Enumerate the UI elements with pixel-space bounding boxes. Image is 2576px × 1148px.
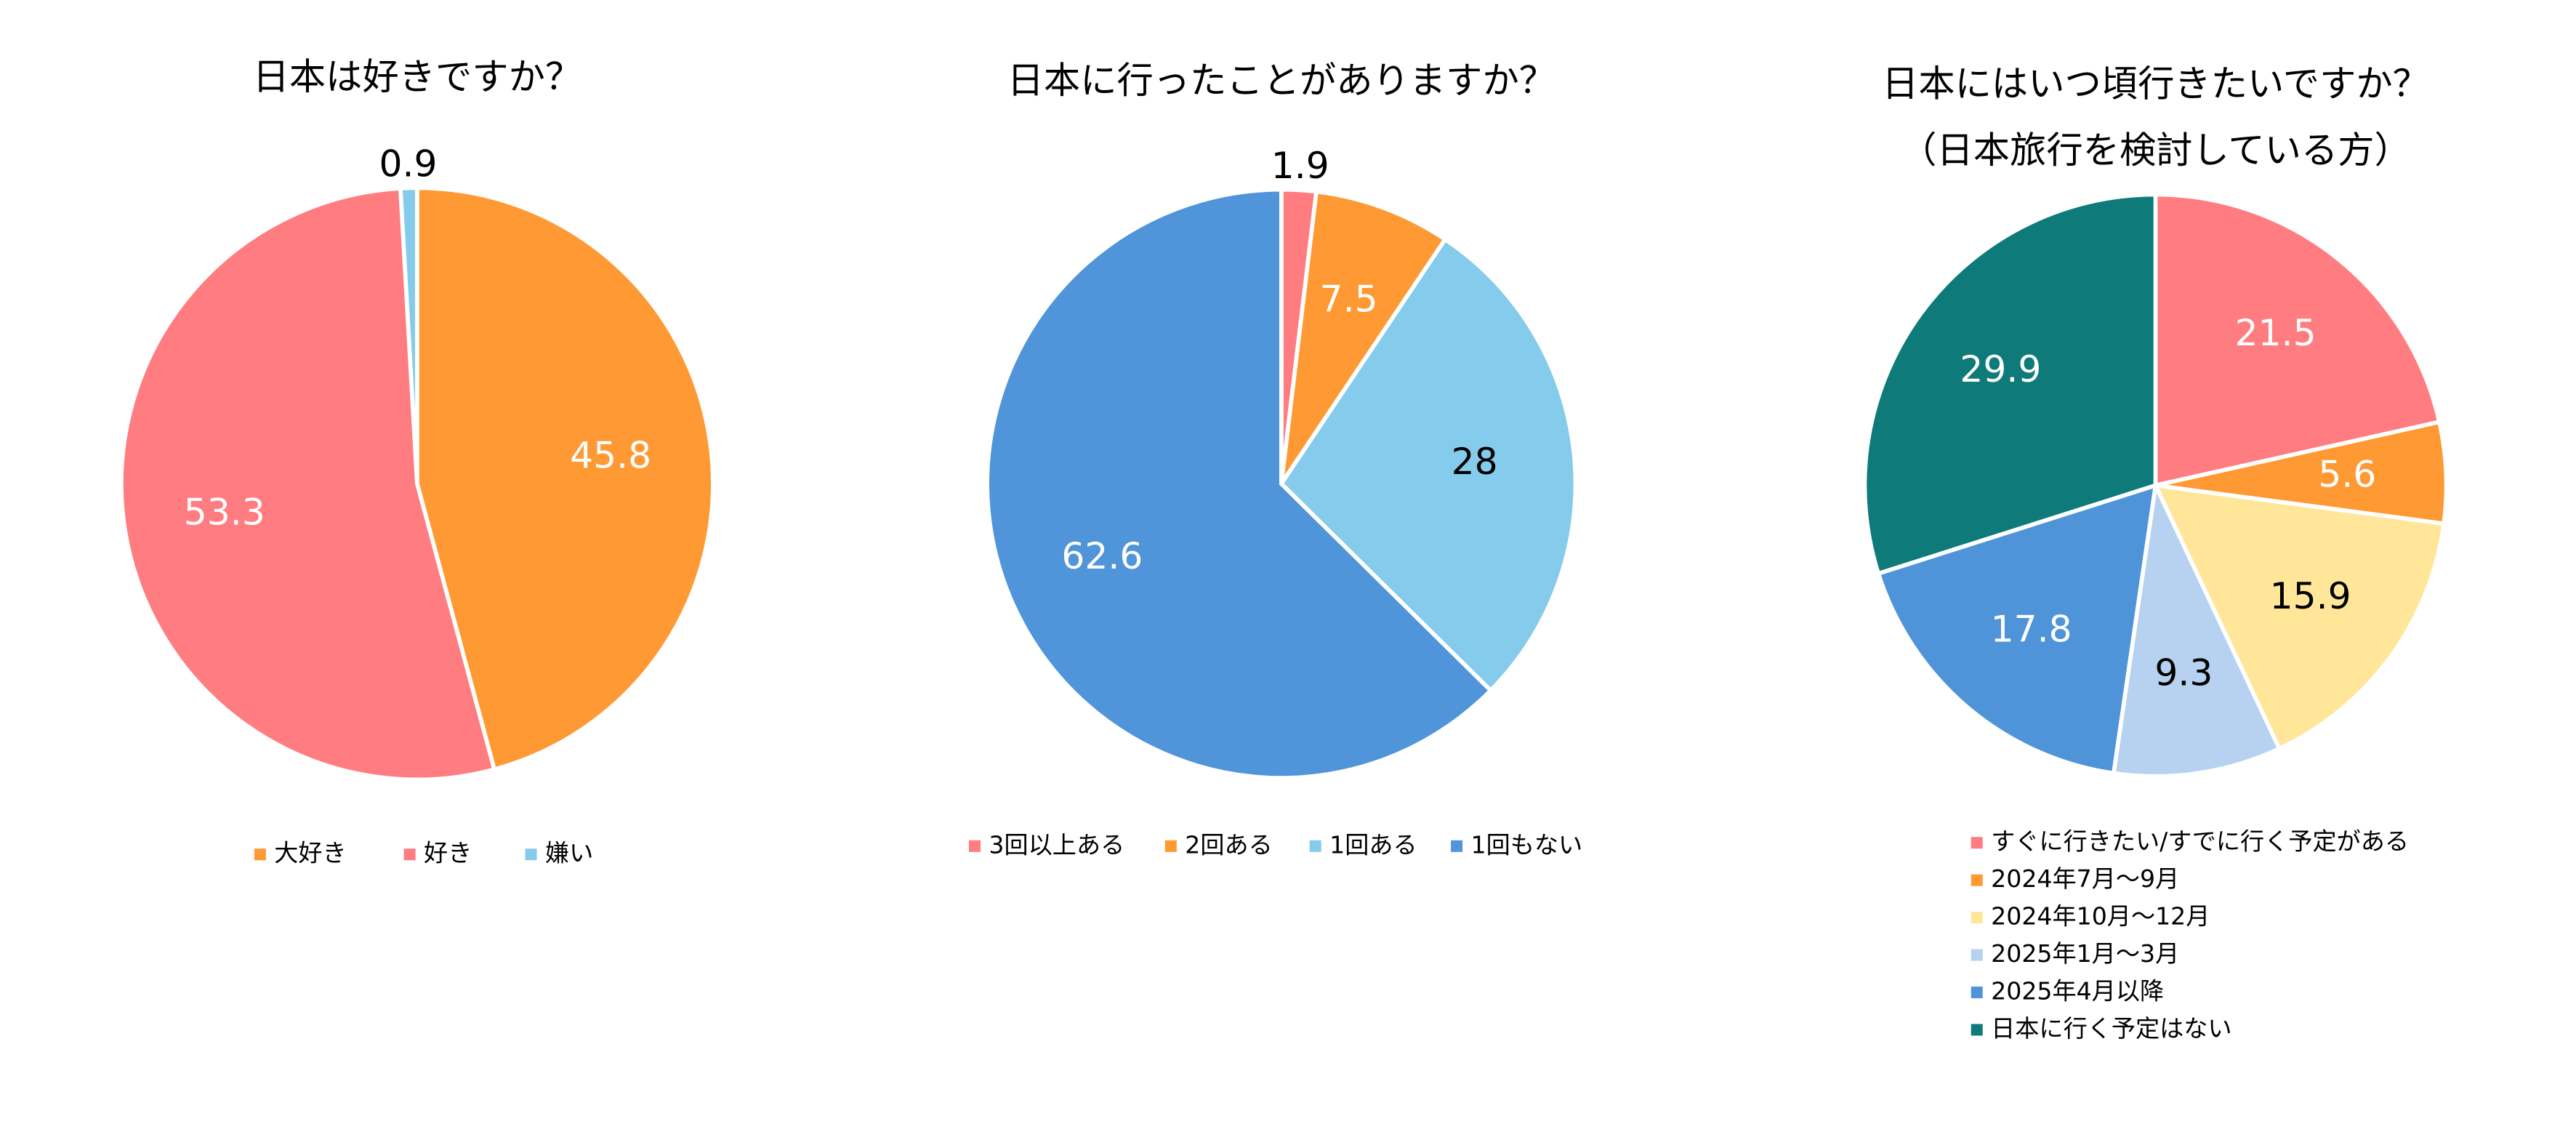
data-label: 21.5: [2235, 311, 2317, 354]
data-label: 7.5: [1320, 277, 1378, 320]
legend-label: 3回以上ある: [989, 830, 1124, 859]
data-label: 15.9: [2270, 574, 2351, 617]
legend-label: 2024年7月～9月: [1991, 864, 2179, 893]
legend-label: 1回ある: [1329, 830, 1417, 859]
legend-label: 1回もない: [1471, 830, 1583, 859]
legend-swatch: [1971, 949, 1983, 961]
pie-slice: [119, 185, 497, 782]
data-label: 1.9: [1271, 144, 1329, 187]
legend-label: 2025年1月～3月: [1991, 939, 2179, 968]
legend-swatch: [1971, 874, 1983, 886]
legend-label: 日本に行く予定はない: [1991, 1014, 2231, 1043]
legend-label: 2回ある: [1185, 830, 1273, 859]
legend-label: 嫌い: [545, 839, 593, 867]
chart-subtitle: （日本旅行を検討している方）: [1900, 129, 2411, 172]
data-label: 5.6: [2318, 453, 2376, 496]
pie-slice: [1862, 192, 2158, 577]
legend-swatch: [1971, 1024, 1983, 1036]
pie-slice: [2153, 192, 2442, 489]
legend-swatch: [525, 848, 537, 861]
pie-slice: [2111, 478, 2282, 779]
legend-label: 好き: [424, 839, 472, 867]
legend-swatch: [254, 848, 266, 861]
data-label: 53.3: [184, 491, 265, 534]
data-label: 9.3: [2154, 651, 2213, 694]
pie-slice: [2152, 483, 2447, 752]
legend-label: すぐに行きたい/すでに行く予定がある: [1991, 827, 2409, 856]
chart-title: 日本にはいつ頃行きたいですか？: [1882, 62, 2429, 105]
chart-title: 日本は好きですか？: [253, 55, 582, 98]
legend-swatch: [1309, 840, 1321, 852]
pie-slice: [1279, 236, 1578, 694]
legend-swatch: [1971, 912, 1983, 924]
legend-swatch: [403, 848, 416, 861]
legend-swatch: [969, 840, 981, 852]
data-label: 17.8: [1991, 607, 2072, 650]
pie-slice: [398, 185, 419, 484]
legend-label: 2025年4月以降: [1991, 976, 2164, 1005]
chart-title: 日本に行ったことがありますか？: [1007, 59, 1555, 102]
pie-slice: [415, 185, 715, 772]
pie-slice: [985, 187, 1494, 780]
data-label: 29.9: [1960, 348, 2041, 390]
data-label: 28: [1452, 440, 1498, 483]
data-label: 0.9: [379, 142, 438, 185]
pie-slice: [1279, 189, 1449, 485]
legend-swatch: [1451, 840, 1463, 852]
pie-slice: [1875, 482, 2158, 776]
data-label: 45.8: [570, 434, 651, 477]
legend-label: 大好き: [274, 839, 346, 867]
legend-swatch: [1164, 840, 1177, 852]
legend-swatch: [1971, 837, 1983, 849]
data-label: 62.6: [1061, 534, 1143, 577]
legend-label: 2024年10月～12月: [1991, 902, 2210, 931]
legend-swatch: [1971, 986, 1983, 998]
